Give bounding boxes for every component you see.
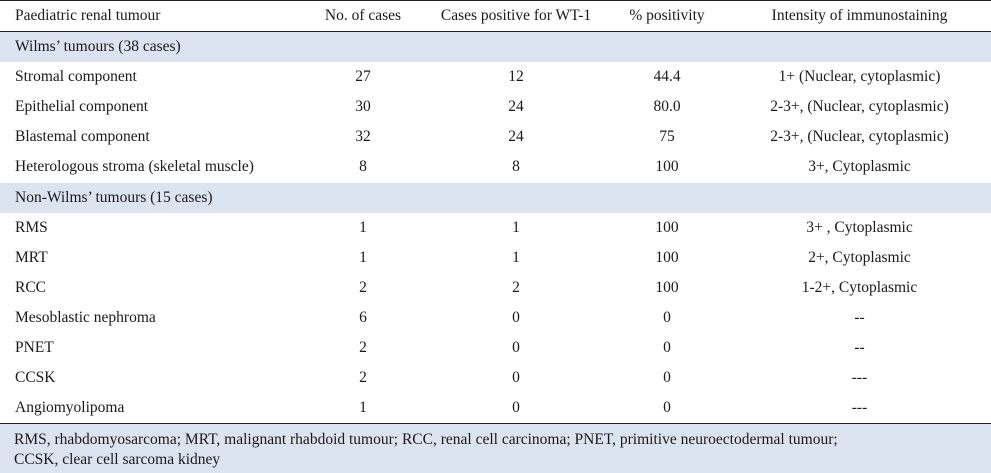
header-row: Paediatric renal tumour No. of cases Cas… [0, 0, 991, 32]
cases-cell: 6 [300, 303, 426, 333]
percent-cell: 100 [606, 243, 728, 273]
tumour-cell: PNET [0, 333, 300, 363]
header-percent-positivity: % positivity [606, 0, 728, 32]
percent-cell: 75 [606, 122, 728, 152]
table-row: Mesoblastic nephroma 6 0 0 -- [0, 303, 991, 333]
table-row: CCSK 2 0 0 --- [0, 363, 991, 393]
table-row: Epithelial component 30 24 80.0 2-3+, (Nucle… [0, 92, 991, 122]
intensity-cell: 2-3+, (Nuclear, cytoplasmic) [728, 122, 991, 152]
section-header-row: Wilms’ tumours (38 cases) [0, 31, 991, 62]
tumour-cell: Stromal component [0, 62, 300, 92]
tumour-cell: CCSK [0, 363, 300, 393]
tumour-cell: Heterologous stroma (skeletal muscle) [0, 152, 300, 183]
cases-cell: 2 [300, 363, 426, 393]
positive-cell: 0 [426, 333, 606, 363]
tumour-cell: RMS [0, 213, 300, 243]
percent-cell: 0 [606, 333, 728, 363]
cases-cell: 1 [300, 213, 426, 243]
percent-cell: 44.4 [606, 62, 728, 92]
cases-cell: 32 [300, 122, 426, 152]
intensity-cell: -- [728, 303, 991, 333]
positive-cell: 8 [426, 152, 606, 183]
footnote-line-1: RMS, rhabdomyosarcoma; MRT, malignant rh… [14, 431, 838, 448]
cases-cell: 2 [300, 273, 426, 303]
intensity-cell: 2-3+, (Nuclear, cytoplasmic) [728, 92, 991, 122]
section-header-row: Non-Wilms’ tumours (15 cases) [0, 182, 991, 213]
intensity-cell: 3+ , Cytoplasmic [728, 213, 991, 243]
table-body: Wilms’ tumours (38 cases) Stromal compone… [0, 31, 991, 424]
tumour-cell: Angiomyolipoma [0, 393, 300, 424]
positive-cell: 12 [426, 62, 606, 92]
intensity-cell: 1-2+, Cytoplasmic [728, 273, 991, 303]
cases-cell: 1 [300, 393, 426, 424]
table-row: PNET 2 0 0 -- [0, 333, 991, 363]
cases-cell: 2 [300, 333, 426, 363]
cases-cell: 27 [300, 62, 426, 92]
positive-cell: 2 [426, 273, 606, 303]
table-row: MRT 1 1 100 2+, Cytoplasmic [0, 243, 991, 273]
percent-cell: 0 [606, 393, 728, 424]
positive-cell: 0 [426, 393, 606, 424]
cases-cell: 8 [300, 152, 426, 183]
intensity-cell: -- [728, 333, 991, 363]
percent-cell: 0 [606, 303, 728, 333]
intensity-cell: 3+, Cytoplasmic [728, 152, 991, 183]
percent-cell: 100 [606, 213, 728, 243]
tumour-cell: RCC [0, 273, 300, 303]
intensity-cell: 1+ (Nuclear, cytoplasmic) [728, 62, 991, 92]
positive-cell: 24 [426, 122, 606, 152]
table-row: Stromal component 27 12 44.4 1+ (Nuclear, cy… [0, 62, 991, 92]
positive-cell: 0 [426, 303, 606, 333]
positive-cell: 0 [426, 363, 606, 393]
cases-cell: 30 [300, 92, 426, 122]
tumour-cell: Mesoblastic nephroma [0, 303, 300, 333]
intensity-cell: --- [728, 363, 991, 393]
positive-cell: 24 [426, 92, 606, 122]
tumour-cell: Blastemal component [0, 122, 300, 152]
tumour-cell: MRT [0, 243, 300, 273]
table-row: Blastemal component 32 24 75 2-3+, (Nuclear,… [0, 122, 991, 152]
table-footnote: RMS, rhabdomyosarcoma; MRT, malignant rh… [0, 424, 991, 473]
table-row: Angiomyolipoma 1 0 0 --- [0, 393, 991, 424]
tumour-cell: Epithelial component [0, 92, 300, 122]
table-row: RMS 1 1 100 3+ , Cytoplasmic [0, 213, 991, 243]
header-no-of-cases: No. of cases [300, 0, 426, 32]
percent-cell: 100 [606, 273, 728, 303]
header-tumour: Paediatric renal tumour [0, 0, 300, 32]
intensity-cell: 2+, Cytoplasmic [728, 243, 991, 273]
header-intensity: Intensity of immunostaining [728, 0, 991, 32]
header-cases-positive: Cases positive for WT-1 [426, 0, 606, 32]
wt1-immunostaining-table: Paediatric renal tumour No. of cases Cas… [0, 0, 991, 424]
section-title: Non-Wilms’ tumours (15 cases) [0, 182, 991, 213]
table-row: RCC 2 2 100 1-2+, Cytoplasmic [0, 273, 991, 303]
positive-cell: 1 [426, 213, 606, 243]
intensity-cell: --- [728, 393, 991, 424]
footnote-line-2: CCSK, clear cell sarcoma kidney [14, 451, 221, 468]
table-row: Heterologous stroma (skeletal muscle) 8 8 1… [0, 152, 991, 183]
percent-cell: 0 [606, 363, 728, 393]
percent-cell: 80.0 [606, 92, 728, 122]
percent-cell: 100 [606, 152, 728, 183]
section-title: Wilms’ tumours (38 cases) [0, 31, 991, 62]
cases-cell: 1 [300, 243, 426, 273]
positive-cell: 1 [426, 243, 606, 273]
